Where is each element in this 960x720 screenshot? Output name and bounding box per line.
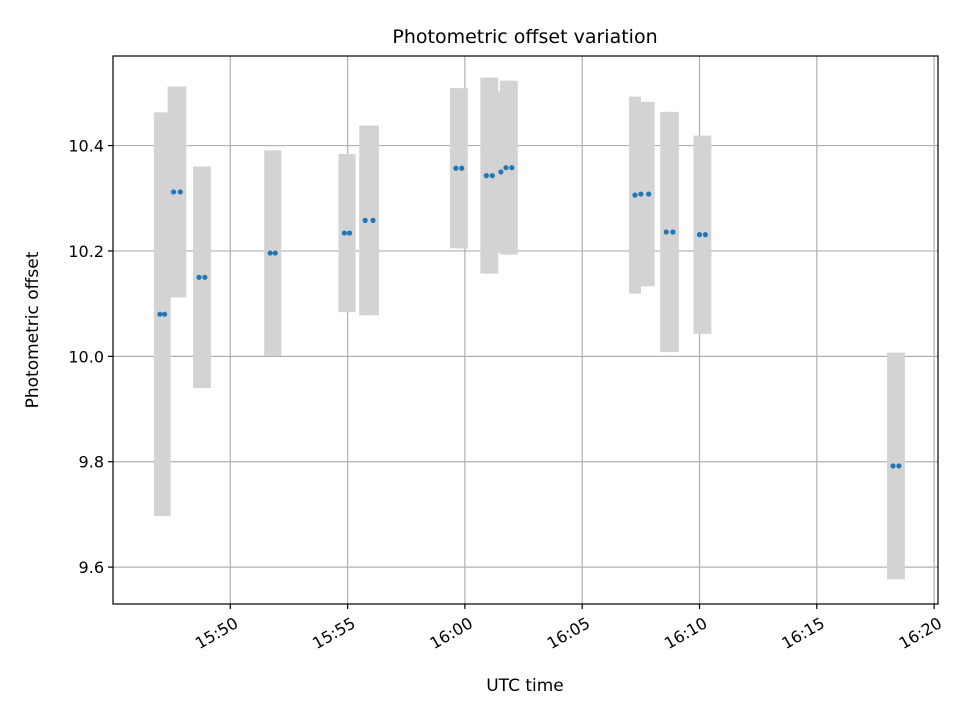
data-point	[503, 165, 509, 171]
data-point	[453, 165, 459, 171]
data-point	[663, 229, 669, 235]
data-point	[896, 463, 902, 469]
data-point	[341, 230, 348, 236]
chart-title: Photometric offset variation	[392, 26, 657, 48]
data-point	[272, 250, 278, 256]
y-tick-label: 10.2	[68, 242, 104, 261]
data-point	[489, 173, 495, 179]
y-tick-label: 10.0	[68, 347, 104, 366]
data-point	[483, 173, 490, 179]
data-point	[696, 232, 703, 238]
plot-area	[113, 56, 938, 604]
data-point	[509, 165, 515, 171]
y-tick-label: 9.8	[79, 453, 104, 472]
data-point	[171, 189, 177, 195]
data-point	[638, 191, 644, 197]
data-point	[157, 311, 163, 317]
data-point	[346, 230, 353, 236]
data-point	[498, 169, 504, 175]
data-point	[890, 463, 896, 469]
data-point	[177, 189, 183, 195]
x-axis-title: UTC time	[486, 676, 564, 696]
y-tick-label: 9.6	[79, 558, 104, 577]
data-point	[459, 165, 465, 171]
data-point	[267, 250, 273, 256]
y-axis: 9.6 9.8 10.0 10.2 10.4	[68, 137, 113, 577]
y-axis-title: Photometric offset	[23, 251, 43, 408]
data-point	[196, 274, 202, 280]
data-point	[362, 217, 368, 223]
data-point	[646, 191, 652, 197]
data-point	[370, 217, 376, 223]
data-points	[157, 165, 902, 469]
data-point	[162, 311, 168, 317]
data-point	[632, 192, 638, 198]
plot-frame	[112, 55, 939, 605]
data-point	[670, 229, 676, 235]
data-point	[202, 274, 208, 280]
y-tick-label: 10.4	[68, 137, 104, 156]
data-point	[702, 232, 708, 238]
